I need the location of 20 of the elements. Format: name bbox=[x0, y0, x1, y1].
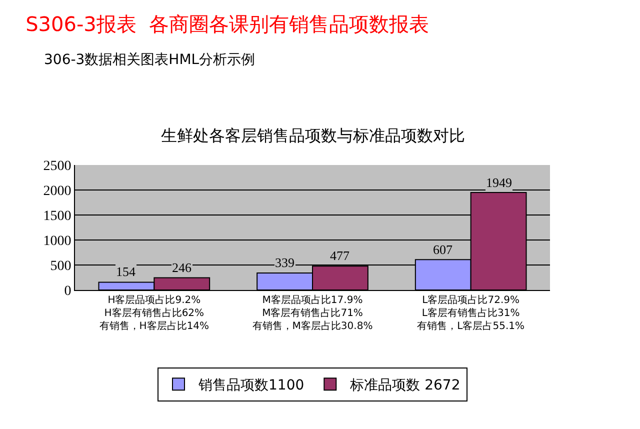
data-label: 246 bbox=[172, 260, 192, 275]
x-tick-label: M客层品项占比17.9% M客层有销售占比71% 有销售，M客层占比30.8% bbox=[252, 294, 373, 332]
y-tick-label: 1500 bbox=[43, 208, 72, 224]
chart-subtitle: 306-3数据相关图表HML分析示例 bbox=[44, 52, 256, 68]
y-tick-label: 2500 bbox=[43, 158, 72, 174]
data-label: 1949 bbox=[486, 175, 512, 190]
chart-title: S306-3报表 各商圈各课别有销售品项数报表 bbox=[26, 12, 430, 36]
data-label: 339 bbox=[275, 255, 294, 270]
y-tick-label: 500 bbox=[50, 258, 72, 274]
legend-label: 销售品项数1100 bbox=[198, 378, 304, 394]
y-tick-label: 1000 bbox=[43, 234, 72, 249]
y-tick-label: 2000 bbox=[43, 184, 72, 199]
x-tick-label: L客层品项占比72.9% L客层有销售占比31% 有销售，L客层占55.1% bbox=[417, 294, 524, 332]
legend-label: 标准品项数 2672 bbox=[349, 378, 460, 394]
data-label: 607 bbox=[433, 242, 453, 257]
x-tick-label: H客层品项占比9.2% H客层有销售占比62% 有销售，H客层占比14% bbox=[99, 294, 210, 332]
data-label: 477 bbox=[330, 248, 350, 263]
y-tick-label: 0 bbox=[64, 284, 72, 299]
data-label: 154 bbox=[116, 264, 136, 279]
text: 生鲜处各客层销售品项数与标准品项数对比 bbox=[161, 126, 465, 145]
